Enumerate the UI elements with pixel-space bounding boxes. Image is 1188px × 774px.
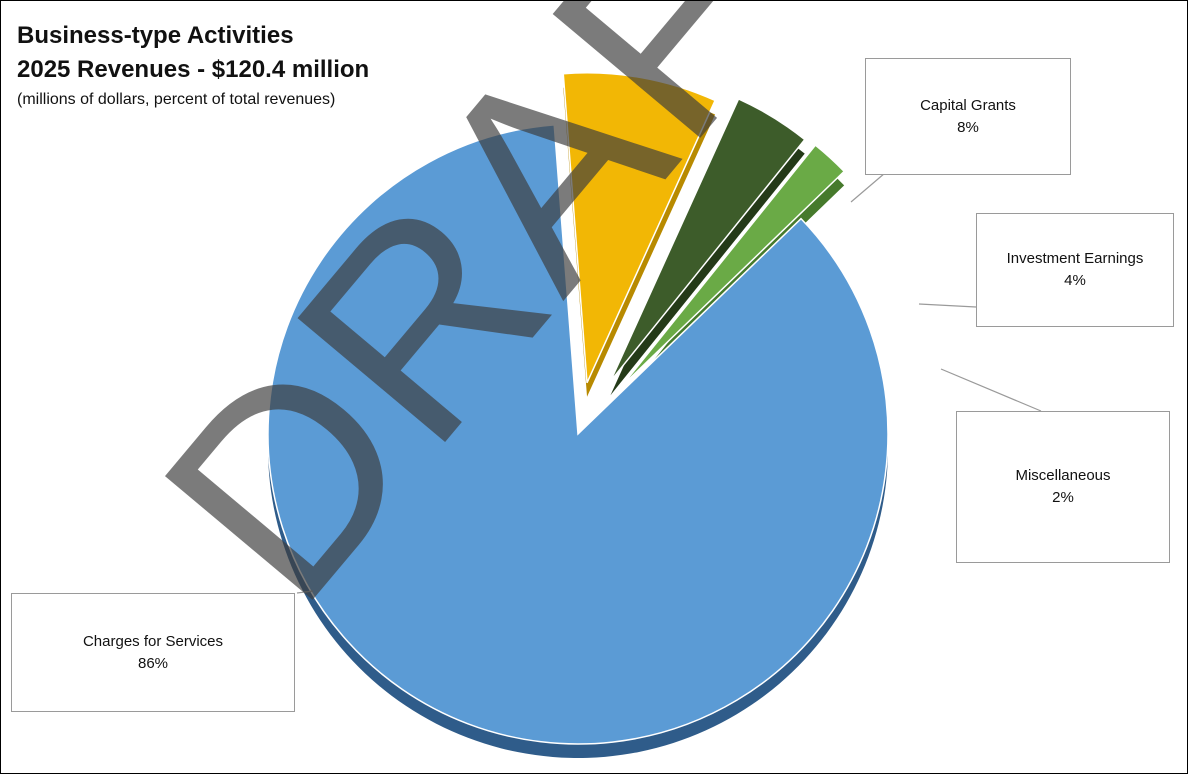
slice-label-capital-grants: Capital Grants [920,96,1016,114]
pie-slice-investment-earnings [609,97,806,382]
callout-capital-grants: Capital Grants 8% [865,58,1071,175]
leader-line-miscellaneous [940,368,1042,412]
leader-line-capital-grants [850,172,886,203]
slice-percent-capital-grants: 8% [957,118,979,136]
chart-title-revenues: 2025 Revenues - $120.4 million [17,56,370,83]
leader-line-investment-earnings [918,303,977,308]
chart-title: Business-type Activities [17,22,294,49]
slice-percent-investment-earnings: 4% [1064,272,1086,289]
slice-percent-miscellaneous: 2% [1052,489,1074,506]
callout-charges-for-services: Charges for Services 86% [11,593,295,712]
chart-title-block: Business-type Activities 2025 Revenues -… [17,19,369,111]
callout-investment-earnings: Investment Earnings 4% [976,213,1174,327]
slice-label-investment-earnings: Investment Earnings [1006,250,1144,267]
slice-label-miscellaneous: Miscellaneous [1015,467,1111,484]
chart-subtitle: (millions of dollars, percent of total r… [17,91,336,108]
callout-miscellaneous: Miscellaneous 2% [956,411,1170,563]
pie-slice-miscellaneous [620,144,846,388]
leader-line-charges-for-services [296,590,314,594]
slice-label-charges-for-services: Charges for Services [82,632,224,650]
pie-slice-charges-for-services [267,124,889,745]
pie-slice-capital-grants [562,72,717,384]
slice-percent-charges-for-services: 86% [137,654,169,672]
